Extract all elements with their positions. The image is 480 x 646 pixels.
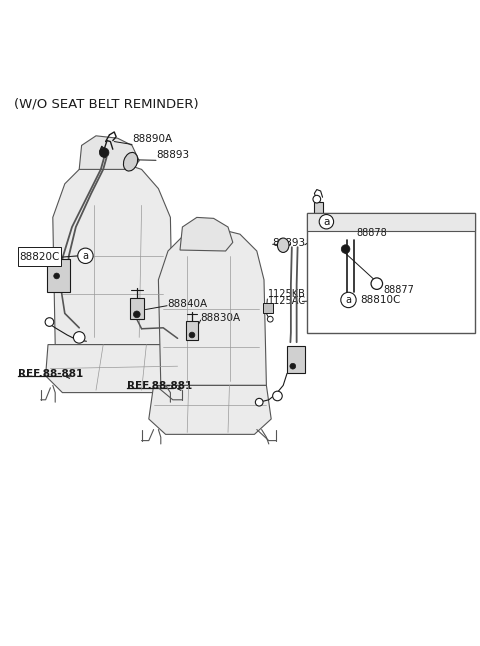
Text: 88877: 88877 [383,286,414,295]
Circle shape [273,391,282,401]
Circle shape [189,332,195,338]
Polygon shape [180,218,233,251]
Circle shape [313,195,321,203]
Polygon shape [149,386,271,434]
Polygon shape [46,344,182,393]
Circle shape [78,248,93,264]
Text: 88893: 88893 [273,238,306,248]
Circle shape [341,292,356,307]
Circle shape [54,273,60,279]
Text: REF.88-881: REF.88-881 [127,381,192,391]
Text: (W/O SEAT BELT REMINDER): (W/O SEAT BELT REMINDER) [14,98,199,110]
Polygon shape [79,136,139,169]
Text: a: a [346,295,351,305]
Text: 88830A: 88830A [201,313,241,323]
Bar [359,290,402,309]
Circle shape [73,331,85,343]
Circle shape [315,224,322,231]
Bar [307,213,475,231]
Circle shape [99,148,109,158]
Text: 1125AC: 1125AC [268,297,306,306]
Text: a: a [323,216,330,227]
Text: a: a [83,251,88,261]
Circle shape [255,399,263,406]
Bar [47,259,70,292]
Bar [287,346,305,373]
Circle shape [45,318,54,326]
Text: 88890A: 88890A [132,134,172,145]
Bar [18,247,61,266]
Circle shape [371,278,383,289]
Circle shape [341,245,350,253]
Bar [314,202,323,236]
Text: 88840A: 88840A [167,299,207,309]
Text: 88890A: 88890A [305,238,345,248]
Text: 88820C: 88820C [20,252,60,262]
Circle shape [267,317,273,322]
Bar [130,298,144,319]
Bar [263,303,273,313]
Text: 1125KB: 1125KB [268,289,306,299]
Circle shape [319,214,334,229]
Polygon shape [53,160,173,344]
Text: REF.88-881: REF.88-881 [18,370,84,379]
Text: 88893: 88893 [156,150,189,160]
Polygon shape [158,227,266,386]
Bar [186,320,198,340]
Ellipse shape [277,238,289,253]
Bar [307,213,475,333]
Text: 88810C: 88810C [360,295,401,305]
Ellipse shape [123,152,138,171]
Circle shape [133,311,140,318]
Text: 88878: 88878 [356,228,387,238]
Circle shape [290,363,296,369]
